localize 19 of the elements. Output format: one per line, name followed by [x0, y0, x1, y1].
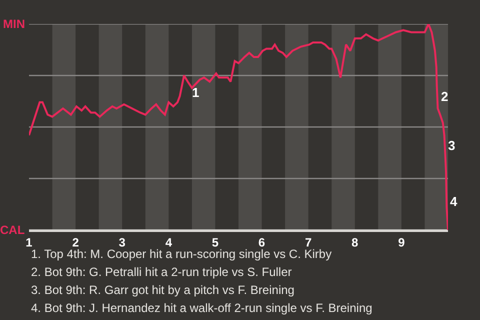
x-tick-label: 5: [212, 235, 219, 250]
x-tick-label: 4: [165, 235, 172, 250]
x-tick-label: 7: [304, 235, 312, 250]
text: 1. Top 4th: M. Cooper hit a run-scoring single vs C. Kirby: [31, 247, 332, 261]
annotation: 3: [448, 138, 456, 153]
x-tick-label: 2: [72, 235, 80, 250]
annotation: 4: [450, 194, 458, 209]
text: 2. Bot 9th: G. Petralli hit a 2-run triple vs S. Fuller: [31, 265, 292, 279]
x-tick-label: 3: [118, 235, 126, 250]
x-tick-label: 9: [398, 235, 406, 250]
text: 3. Bot 9th: R. Garr got hit by a pitch vs F. Breining: [31, 283, 294, 297]
annotation: 2: [441, 89, 448, 104]
ref-line-label: MIN: [3, 17, 25, 31]
ref-line-label: CAL: [0, 223, 25, 237]
text: 4. Bot 9th: J. Hernandez hit a walk-off 2-run single vs F. Breining: [31, 301, 372, 315]
x-tick-label: 1: [26, 235, 33, 250]
x-tick-label: 8: [352, 235, 359, 250]
annotation: 1: [192, 85, 200, 100]
x-tick-label: 6: [258, 235, 266, 250]
